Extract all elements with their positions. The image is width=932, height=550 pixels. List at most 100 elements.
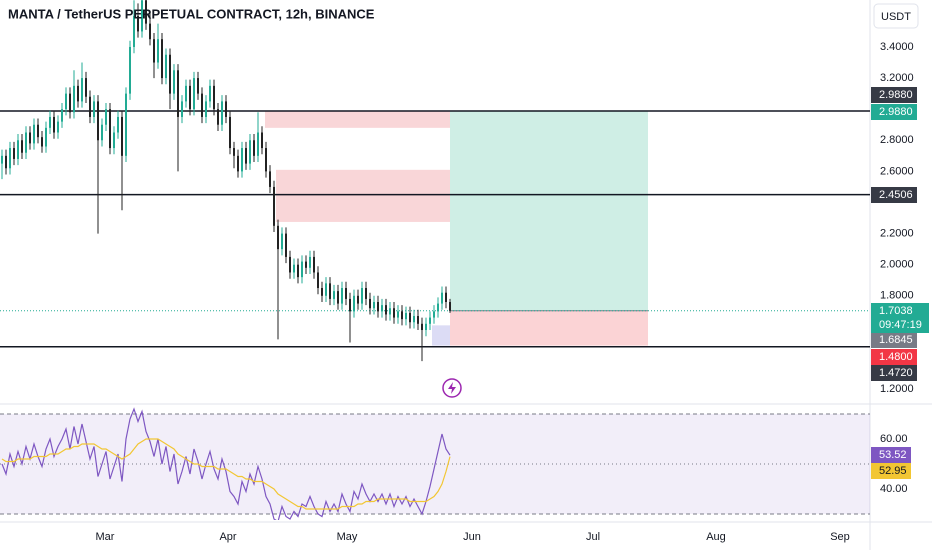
y-tick-label: 2.6000 (880, 165, 914, 177)
y-tick-label: 1.8000 (880, 290, 914, 302)
x-tick-label: May (337, 531, 358, 543)
candle-body (421, 323, 423, 331)
candle-body (261, 132, 263, 149)
currency-button[interactable] (873, 3, 919, 29)
y-tick-label: 3.4000 (880, 41, 914, 53)
candle-body (65, 93, 67, 110)
candle-body (389, 308, 391, 315)
candle-body (113, 132, 115, 149)
candle-body (169, 54, 171, 94)
candle-body (329, 283, 331, 299)
candle-body (297, 264, 299, 278)
candle-body (325, 283, 327, 296)
event-icon[interactable] (442, 378, 462, 398)
candle-body (153, 39, 155, 63)
price-tag-label: 1.7038 (879, 305, 913, 317)
y-tick-label: 40.00 (880, 483, 908, 495)
value-tag (871, 463, 911, 479)
candle-body (433, 311, 435, 318)
candle-body (25, 132, 27, 153)
price-tag (871, 332, 917, 348)
candle-body (49, 116, 51, 128)
candle-body (149, 23, 151, 40)
candle-body (289, 256, 291, 273)
currency-label[interactable]: USDT (881, 11, 911, 23)
candle-body (181, 101, 183, 117)
x-tick-label: Apr (219, 531, 236, 543)
candle-body (361, 288, 363, 304)
candle-body (393, 308, 395, 318)
candle-body (437, 303, 439, 312)
plot (0, 0, 870, 520)
candle-body (381, 305, 383, 312)
candle-body (309, 256, 311, 268)
price-tag (871, 187, 917, 203)
candle-body (185, 85, 187, 102)
candle-body (345, 288, 347, 299)
candle-body (417, 316, 419, 324)
candle-body (93, 101, 95, 117)
rsi-line (1, 407, 451, 520)
zone (276, 169, 450, 222)
candle-body (89, 96, 91, 117)
y-tick-label: 2.0000 (880, 259, 914, 271)
candle-body (21, 140, 23, 153)
candle-body (61, 109, 63, 122)
x-tick-label: Jul (586, 531, 600, 543)
candle-body (77, 85, 79, 102)
candle-body (333, 291, 335, 299)
candle-body (269, 171, 271, 187)
zone (432, 325, 450, 346)
y-tick-label: 3.2000 (880, 72, 914, 84)
candle-body (13, 148, 15, 159)
price-tag (871, 365, 917, 381)
candle-body (117, 116, 119, 133)
candle-body (85, 78, 87, 97)
candle-body (449, 302, 451, 311)
candle-body (301, 261, 303, 278)
candle-body (401, 311, 403, 320)
candle-body (225, 101, 227, 117)
candle-body (265, 148, 267, 172)
candle-body (177, 70, 179, 117)
candle-body (377, 302, 379, 312)
candle-body (97, 101, 99, 141)
candle-body (45, 127, 47, 147)
y-tick-label: 2.2000 (880, 227, 914, 239)
candle-body (193, 78, 195, 110)
candle-body (209, 85, 211, 102)
candle-body (145, 0, 147, 24)
price-tag (871, 349, 917, 365)
value-tag-label: 52.95 (879, 465, 907, 477)
candle-body (313, 256, 315, 273)
candle-body (405, 312, 407, 320)
candle-body (369, 298, 371, 309)
candle-body (161, 39, 163, 79)
candle-body (217, 109, 219, 125)
candle-body (137, 15, 139, 32)
candle-body (81, 78, 83, 102)
price-tag-label: 2.9880 (879, 89, 913, 101)
candle-body (357, 295, 359, 304)
candle-body (293, 264, 295, 273)
price-tag (871, 303, 929, 333)
candle-body (397, 311, 399, 318)
zone (265, 111, 450, 128)
y-tick-label: 1.2000 (880, 383, 914, 395)
candle-body (165, 54, 167, 79)
candle-body (133, 15, 135, 47)
candle-body (337, 291, 339, 304)
value-tag-label: 53.52 (879, 449, 907, 461)
candle-body (341, 288, 343, 304)
x-tick-label: Aug (706, 531, 726, 543)
x-tick-label: Jun (463, 531, 481, 543)
chart-title: MANTA / TetherUS PERPETUAL CONTRACT, 12h… (8, 6, 375, 21)
candle-body (1, 155, 3, 164)
value-tag (871, 447, 911, 463)
candle-body (125, 93, 127, 156)
candle-body (233, 148, 235, 156)
rsi-pane (0, 407, 870, 520)
candle-body (445, 292, 447, 303)
candle-body (373, 302, 375, 309)
candle-body (249, 140, 251, 164)
